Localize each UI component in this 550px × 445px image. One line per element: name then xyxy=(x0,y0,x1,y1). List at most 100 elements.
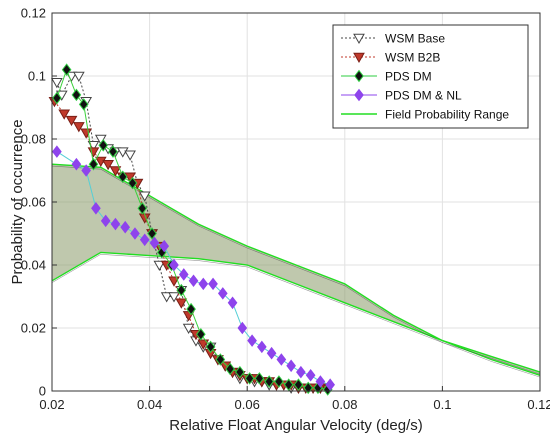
x-axis-label: Relative Float Angular Velocity (deg/s) xyxy=(169,417,422,434)
series-line xyxy=(56,151,331,386)
series-pds-dm-nl xyxy=(52,145,335,391)
field-range-band xyxy=(52,164,540,376)
x-tick-label: 0.04 xyxy=(137,397,162,412)
data-point xyxy=(159,239,170,253)
data-point xyxy=(110,217,121,231)
x-tick-label: 0.12 xyxy=(527,397,550,412)
data-point xyxy=(188,274,199,288)
data-point xyxy=(130,227,140,240)
data-point xyxy=(227,296,238,310)
data-point xyxy=(71,88,82,102)
data-point xyxy=(244,372,255,385)
data-point xyxy=(182,323,195,335)
data-point xyxy=(196,328,206,341)
y-axis-label: Probability of occurrence xyxy=(9,119,26,284)
data-point xyxy=(257,340,267,354)
legend-item: Field Probability Range xyxy=(341,108,509,122)
x-tick-label: 0.02 xyxy=(39,397,64,412)
data-point xyxy=(127,176,138,190)
data-point xyxy=(109,166,122,177)
field-range-lower-edge xyxy=(51,253,541,378)
data-point xyxy=(286,359,296,373)
data-point xyxy=(215,353,226,366)
legend-label: WSM B2B xyxy=(385,51,440,65)
data-point xyxy=(276,353,287,366)
data-point xyxy=(124,150,136,161)
data-point xyxy=(160,292,173,303)
data-point xyxy=(147,227,157,240)
data-point xyxy=(169,258,179,272)
data-point xyxy=(98,139,109,152)
data-point xyxy=(325,378,335,391)
data-point xyxy=(235,365,245,379)
data-point xyxy=(254,372,265,385)
data-point xyxy=(186,302,196,316)
data-point xyxy=(197,339,210,350)
data-point xyxy=(81,164,91,177)
data-point xyxy=(225,362,235,376)
data-point xyxy=(61,63,72,76)
data-point xyxy=(354,69,364,83)
y-tick-label: 0.04 xyxy=(21,258,46,273)
data-point xyxy=(176,283,187,297)
data-point xyxy=(247,334,257,347)
data-point xyxy=(149,236,160,250)
data-point xyxy=(120,220,131,234)
data-point xyxy=(58,109,71,120)
data-point xyxy=(72,122,85,133)
tick-layer: 0.02 0.04 0.06 0.08 0.1 0.1200.020.040.060.08… xyxy=(21,6,550,413)
data-point xyxy=(178,268,189,281)
data-point xyxy=(198,277,209,291)
data-point xyxy=(52,145,62,158)
series-pds-dm xyxy=(52,63,333,396)
legend-item: WSM Base xyxy=(341,32,445,46)
legend-label: Field Probability Range xyxy=(385,108,509,122)
data-point xyxy=(305,368,316,382)
data-point xyxy=(274,375,284,388)
data-point xyxy=(205,340,216,354)
data-point xyxy=(354,88,364,102)
y-tick-label: 0 xyxy=(39,384,46,399)
data-point xyxy=(138,191,151,202)
data-point xyxy=(168,276,180,287)
data-point xyxy=(52,91,62,105)
data-point xyxy=(51,78,63,89)
y-tick-label: 0.12 xyxy=(21,6,46,21)
data-point xyxy=(153,260,166,272)
data-point xyxy=(266,346,277,360)
y-tick-label: 0.08 xyxy=(21,132,46,147)
data-point xyxy=(293,378,304,391)
data-point xyxy=(78,98,89,111)
x-tick-label: 0.08 xyxy=(332,397,357,412)
data-point xyxy=(139,233,150,247)
data-point xyxy=(100,214,111,228)
data-point xyxy=(72,71,85,83)
data-point xyxy=(88,157,99,171)
data-point xyxy=(353,33,365,45)
data-point xyxy=(108,145,118,158)
data-point xyxy=(102,159,114,171)
data-point xyxy=(137,202,148,215)
data-point xyxy=(237,321,248,335)
data-point xyxy=(91,202,101,215)
legend-label: WSM Base xyxy=(385,32,445,46)
data-point xyxy=(217,287,228,300)
data-point xyxy=(117,170,128,184)
legend-label: PDS DM & NL xyxy=(385,89,462,103)
data-point xyxy=(353,52,365,64)
data-point xyxy=(283,378,294,391)
series-layer xyxy=(48,63,335,396)
legend-item: PDS DM & NL xyxy=(341,89,462,103)
y-tick-label: 0.06 xyxy=(21,195,46,210)
legend: WSM Base WSM B2B PDS DM PDS DM & NL Field Pr… xyxy=(332,24,529,129)
legend-item: WSM B2B xyxy=(341,51,440,65)
data-point xyxy=(208,277,218,291)
legend-label: PDS DM xyxy=(385,70,432,84)
field-range-lower-line xyxy=(51,251,541,376)
data-point xyxy=(296,365,306,379)
data-point xyxy=(315,375,326,388)
x-tick-label: 0.06 xyxy=(235,397,260,412)
data-point xyxy=(71,157,82,171)
